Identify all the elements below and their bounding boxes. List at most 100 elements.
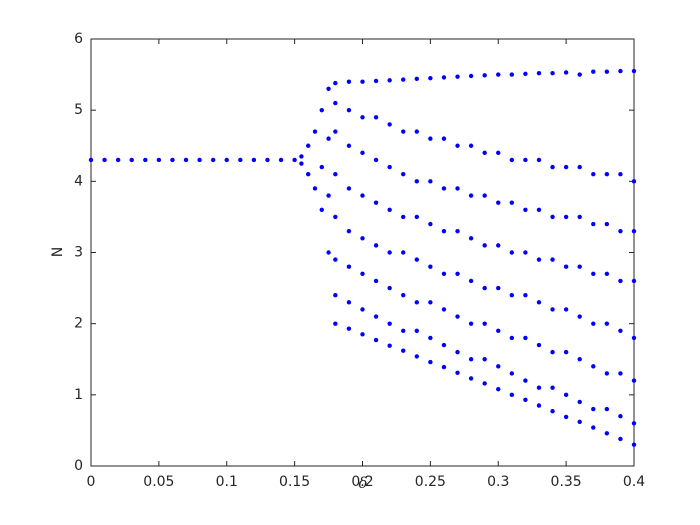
- point: [496, 150, 501, 156]
- point: [360, 115, 365, 120]
- point: [631, 378, 637, 383]
- point: [455, 186, 460, 191]
- point: [591, 425, 596, 430]
- point: [373, 337, 379, 343]
- point: [373, 243, 379, 248]
- point: [496, 200, 501, 205]
- point: [604, 371, 610, 376]
- point: [346, 228, 352, 234]
- point: [224, 157, 229, 163]
- point: [563, 414, 569, 420]
- point: [482, 150, 487, 156]
- point: [577, 264, 582, 269]
- point: [618, 278, 623, 284]
- point: [401, 328, 406, 333]
- point: [346, 264, 352, 269]
- point: [414, 257, 419, 262]
- point: [441, 136, 447, 141]
- point: [631, 179, 637, 184]
- point: [88, 157, 94, 163]
- point: [563, 264, 569, 269]
- point: [618, 172, 623, 177]
- point: [441, 75, 447, 80]
- point: [482, 321, 487, 326]
- point: [455, 74, 460, 79]
- point: [333, 172, 338, 177]
- point: [326, 136, 331, 141]
- point: [428, 179, 433, 184]
- point: [197, 157, 202, 163]
- y-tick-label: 2: [74, 316, 83, 332]
- point: [455, 143, 460, 148]
- point: [523, 157, 528, 163]
- point: [401, 214, 406, 220]
- point: [618, 436, 623, 442]
- point: [468, 357, 474, 362]
- point: [441, 228, 447, 234]
- point: [333, 321, 338, 326]
- point: [373, 278, 379, 284]
- point: [333, 214, 338, 220]
- point: [401, 250, 406, 255]
- point: [482, 73, 487, 78]
- point: [509, 72, 515, 77]
- point: [604, 271, 610, 277]
- point: [482, 243, 487, 248]
- x-axis-label: δ: [358, 474, 367, 492]
- point: [604, 406, 610, 412]
- point: [631, 68, 637, 74]
- point: [604, 431, 610, 436]
- point: [618, 228, 623, 234]
- point: [577, 314, 582, 319]
- point: [373, 200, 379, 205]
- point: [509, 371, 515, 376]
- point: [631, 278, 637, 284]
- point: [496, 72, 501, 77]
- point: [319, 107, 324, 113]
- point: [591, 221, 596, 227]
- point: [496, 364, 501, 369]
- point: [265, 157, 270, 163]
- point: [536, 300, 542, 305]
- point: [523, 335, 528, 341]
- point: [299, 161, 304, 166]
- point: [428, 136, 433, 141]
- point: [604, 69, 610, 74]
- point: [373, 78, 379, 84]
- point: [550, 349, 555, 355]
- y-axis-label: N: [50, 247, 66, 257]
- point: [536, 70, 542, 76]
- point: [523, 378, 528, 383]
- point: [387, 285, 392, 291]
- point: [346, 186, 352, 191]
- point: [387, 321, 392, 326]
- point: [333, 129, 338, 134]
- point: [115, 157, 121, 163]
- point: [414, 129, 419, 134]
- point: [326, 86, 331, 92]
- point: [326, 250, 331, 255]
- point: [523, 250, 528, 255]
- point: [536, 157, 542, 163]
- point: [563, 70, 569, 75]
- x-tick-label: 0.2: [351, 474, 373, 490]
- point: [183, 157, 189, 163]
- point: [455, 370, 460, 375]
- point: [523, 397, 528, 403]
- point: [536, 257, 542, 262]
- point: [156, 157, 162, 163]
- point: [577, 357, 582, 362]
- x-tick-label: 0.05: [143, 474, 174, 490]
- point: [306, 143, 311, 148]
- point: [577, 72, 582, 77]
- point: [333, 257, 338, 262]
- point: [401, 348, 406, 353]
- point: [577, 419, 582, 425]
- point: [238, 157, 243, 163]
- point: [509, 335, 515, 341]
- point: [360, 236, 365, 241]
- point: [563, 392, 569, 398]
- point: [414, 76, 419, 82]
- point: [496, 285, 501, 291]
- x-tick-label: 0.3: [487, 474, 509, 490]
